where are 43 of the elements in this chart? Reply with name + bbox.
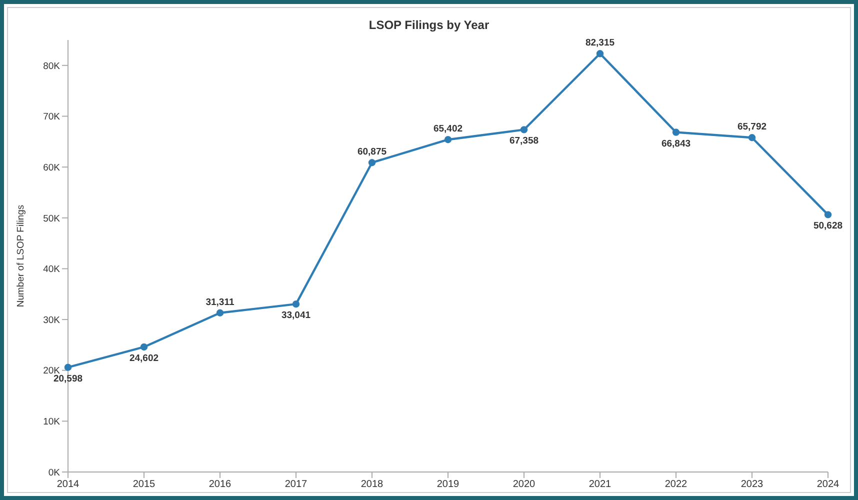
- point: [64, 364, 72, 371]
- data-label: 24,602: [129, 352, 159, 364]
- x-tick-label: 2019: [436, 479, 460, 490]
- point: [140, 343, 148, 351]
- x-tick-label: 2015: [132, 479, 156, 490]
- x-tick-label: 2017: [284, 479, 308, 490]
- data-label: 31,311: [206, 296, 235, 308]
- point: [368, 159, 376, 166]
- data-label: 65,792: [737, 122, 767, 133]
- y-tick-label: 80K: [43, 60, 61, 72]
- data-label: 65,402: [433, 124, 463, 135]
- y-tick-label: 60K: [43, 162, 61, 174]
- x-tick-label: 2016: [208, 479, 232, 490]
- data-label: 67,358: [509, 136, 539, 147]
- point: [216, 309, 224, 316]
- point: [596, 50, 604, 58]
- x-tick-label: 2024: [816, 479, 840, 490]
- x-tick-label: 2020: [512, 479, 536, 490]
- y-tick-label: 0K: [48, 467, 61, 478]
- point: [444, 136, 452, 144]
- data-label: 60,875: [357, 146, 388, 158]
- data-label: 66,843: [661, 138, 691, 150]
- data-label: 82,315: [585, 38, 616, 49]
- x-tick-label: 2014: [56, 479, 80, 490]
- point: [520, 126, 528, 134]
- chart-title: LSOP Filings by Year: [368, 18, 490, 32]
- y-axis-title: Number of LSOP Filings: [15, 204, 26, 308]
- y-tick-label: 10K: [43, 416, 61, 428]
- y-tick-label: 70K: [43, 112, 61, 123]
- data-label: 50,628: [813, 220, 843, 232]
- point: [292, 300, 300, 308]
- x-tick-label: 2023: [740, 479, 764, 490]
- point: [748, 134, 756, 142]
- data-label: 20,598: [53, 373, 83, 384]
- x-tick-label: 2021: [588, 479, 612, 490]
- point: [824, 211, 832, 218]
- y-tick-label: 30K: [43, 314, 61, 326]
- data-label: 33,041: [281, 310, 312, 322]
- point: [672, 128, 680, 136]
- y-tick-label: 40K: [43, 264, 61, 276]
- x-tick-label: 2018: [360, 479, 384, 490]
- x-tick-label: 2022: [664, 479, 688, 490]
- y-tick-label: 50K: [43, 213, 61, 224]
